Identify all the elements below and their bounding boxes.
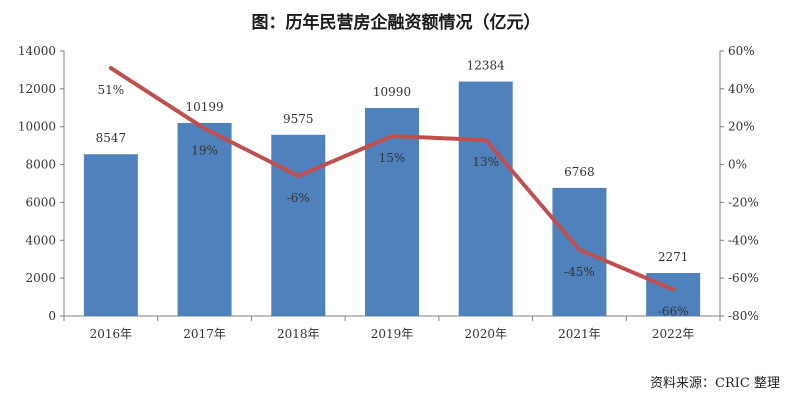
x-tick-label: 2019年: [371, 327, 414, 341]
left-tick-label: 0: [48, 309, 56, 323]
bar: [552, 187, 607, 316]
bar: [177, 122, 232, 316]
source-note: 资料来源：CRIC 整理: [650, 376, 780, 391]
right-tick-label: 60%: [728, 44, 755, 58]
bar-value-label: 10199: [185, 100, 223, 114]
bar-value-label: 2271: [658, 250, 689, 264]
left-tick-label: 8000: [25, 158, 56, 172]
right-tick-label: 40%: [728, 82, 755, 96]
growth-rate-label: -66%: [658, 305, 689, 319]
x-tick-label: 2020年: [464, 327, 507, 341]
growth-rate-label: 15%: [379, 151, 406, 165]
right-tick-label: 0%: [728, 158, 747, 172]
growth-rate-label: 13%: [472, 155, 499, 169]
right-tick-label: 20%: [728, 120, 755, 134]
growth-rate-label: -45%: [564, 265, 595, 279]
left-tick-label: 10000: [18, 120, 56, 134]
chart-title: 图：历年民营房企融资额情况（亿元）: [251, 13, 541, 33]
left-tick-label: 6000: [25, 195, 56, 209]
right-tick-label: -80%: [728, 309, 759, 323]
bar-value-label: 6768: [564, 165, 595, 179]
bar-value-label: 9575: [283, 112, 314, 126]
x-tick-label: 2017年: [183, 327, 226, 341]
bar: [365, 107, 419, 316]
growth-rate-label: 19%: [191, 144, 218, 158]
bar-value-label: 12384: [467, 59, 506, 73]
x-tick-label: 2016年: [90, 327, 133, 341]
left-tick-label: 4000: [25, 233, 56, 247]
bar-value-label: 10990: [373, 85, 411, 99]
growth-rate-label: -6%: [287, 191, 310, 205]
growth-rate-label: 51%: [98, 83, 125, 97]
bar-value-label: 8547: [96, 131, 127, 145]
x-tick-label: 2018年: [277, 327, 320, 341]
left-tick-label: 14000: [18, 44, 56, 58]
bar: [458, 81, 513, 317]
growth-rate-line: [108, 66, 676, 292]
right-tick-label: -20%: [728, 195, 759, 209]
bar: [271, 134, 326, 316]
bar: [83, 154, 138, 316]
right-tick-label: -60%: [728, 271, 759, 285]
right-tick-label: -40%: [728, 233, 759, 247]
x-tick-label: 2022年: [652, 327, 695, 341]
x-tick-label: 2021年: [558, 327, 601, 341]
left-tick-label: 2000: [25, 271, 56, 285]
left-tick-label: 12000: [18, 82, 56, 96]
